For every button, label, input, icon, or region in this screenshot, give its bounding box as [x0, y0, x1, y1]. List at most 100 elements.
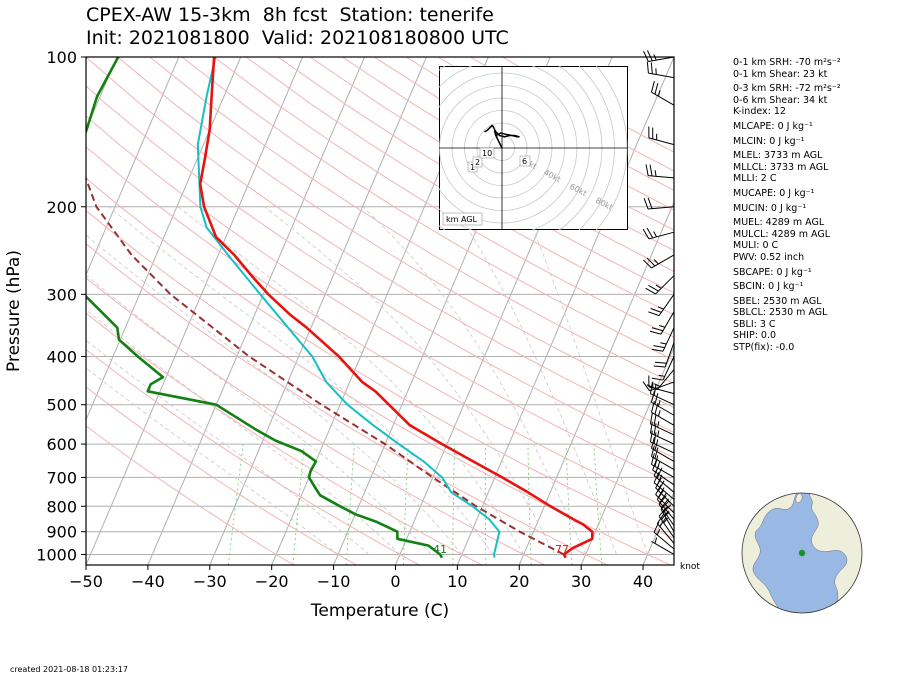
x-tick-label: −50 [69, 572, 103, 591]
wind-barb [642, 227, 675, 240]
hodograph-height-label-10: 10 [479, 147, 495, 159]
moist-adiabat [108, 206, 494, 555]
wind-barb [649, 421, 675, 445]
parcel-profile [86, 175, 565, 556]
isotherm [86, 57, 180, 276]
moist-adiabat [86, 274, 432, 555]
isotherm [456, 57, 674, 565]
isotherm [147, 57, 365, 565]
mixing-ratio-line [527, 444, 532, 565]
dry-adiabat [181, 57, 674, 361]
dry-adiabat [86, 277, 545, 565]
chart-title: CPEX-AW 15-3km 8h fcst Station: tenerife… [86, 4, 509, 50]
isotherm [86, 57, 304, 565]
dewpoint-profile [86, 57, 444, 559]
y-tick-label: 700 [46, 468, 77, 487]
wind-barb [645, 164, 675, 179]
isotherm [580, 346, 674, 565]
globe-land [742, 493, 862, 613]
mixing-ratio-line [452, 444, 456, 565]
title-line-2: Init: 2021081800 Valid: 202108180800 UTC [86, 27, 509, 49]
hodograph-units-label: km AGL [442, 212, 483, 226]
wind-barb [651, 327, 675, 352]
moist-adiabat [86, 367, 339, 555]
wind-barb [650, 453, 675, 478]
mixing-ratio-line [403, 444, 409, 565]
mixing-ratio-line [484, 444, 487, 565]
dry-adiabat [86, 386, 357, 565]
wind-barb [643, 50, 675, 63]
wind-barb [646, 369, 675, 390]
stat-line: MUCAPE: 0 J kg⁻¹ [733, 187, 815, 199]
y-tick-label: 800 [46, 497, 77, 516]
y-tick-label: 100 [46, 48, 77, 67]
x-tick-label: 10 [447, 572, 467, 591]
mixing-ratio-line [345, 444, 355, 565]
x-tick-label: −40 [131, 572, 165, 591]
stat-line: SBLCL: 2530 m AGL [733, 307, 828, 319]
sounding-indices-panel: 0-1 km SRH: -70 m²s⁻² 0-1 km Shear: 23 kt… [733, 57, 841, 354]
dry-adiabat [277, 57, 674, 294]
stat-line: 0-1 km SRH: -70 m²s⁻² [733, 57, 841, 68]
isotherm [209, 57, 427, 565]
dry-adiabat [309, 57, 674, 272]
surface-dewpoint-label: 41 [433, 543, 447, 556]
svg-text:10: 10 [482, 149, 492, 158]
background-lines [86, 57, 674, 565]
stat-line: MUEL: 4289 m AGL [733, 217, 825, 229]
hodograph-height-label-2: 2 [472, 156, 483, 168]
station-locator-globe [741, 492, 863, 614]
y-tick-label: 1000 [36, 545, 77, 564]
stat-line: MUCIN: 0 J kg⁻¹ [733, 202, 807, 214]
dry-adiabat [86, 85, 674, 459]
wetbulb-profile [196, 57, 501, 558]
stat-line: MLEL: 3733 m AGL [733, 150, 823, 162]
moist-adiabat [452, 206, 617, 555]
x-tick-label: 40 [633, 572, 653, 591]
stat-line: 0-1 km Shear: 23 kt [733, 68, 828, 80]
wind-barb [650, 81, 675, 106]
stat-line: SHIP: 0.0 [733, 330, 777, 342]
dry-adiabat [86, 115, 674, 485]
temperature-profile [198, 57, 594, 559]
dry-adiabat [117, 57, 674, 409]
mixing-ratio-line [593, 444, 603, 565]
dry-adiabat [149, 57, 674, 385]
wind-barb [653, 342, 675, 368]
stat-line: K-index: 12 [733, 106, 786, 118]
x-axis-label: Temperature (C) [310, 601, 449, 621]
stat-line: SBLI: 3 C [733, 318, 776, 330]
axis-ticks: −50 −40 −30 −20 −10 0 10 20 30 40 100 200 300 400 500 6… [36, 48, 653, 591]
dry-adiabat [86, 312, 483, 565]
hodograph-height-label-6: 6 [519, 155, 531, 167]
dry-adiabat [86, 243, 608, 565]
stat-line: SBCAPE: 0 J kg⁻¹ [733, 266, 812, 278]
x-tick-label: −30 [193, 572, 227, 591]
y-tick-label: 500 [46, 396, 77, 415]
svg-text:2: 2 [475, 158, 480, 167]
moist-adiabat [86, 234, 463, 555]
wind-barb [642, 381, 675, 392]
wind-barb [649, 430, 675, 454]
stat-line: PWV: 0.52 inch [733, 251, 805, 263]
wind-barb [649, 412, 675, 436]
stat-line: 0-3 km SRH: -72 m²s⁻² [733, 83, 841, 95]
mixing-ratio-line [292, 444, 305, 565]
stat-line: MULI: 0 C [733, 240, 779, 252]
stat-line: STP(fix): -0.0 [733, 342, 795, 354]
dry-adiabat [86, 348, 420, 565]
y-axis-label: Pressure (hPa) [4, 250, 24, 372]
stat-line: MLCIN: 0 J kg⁻¹ [733, 135, 805, 147]
y-tick-label: 900 [46, 523, 77, 542]
surface-temperature-label: 77 [555, 543, 569, 556]
wind-barb [649, 311, 675, 335]
stat-line: MLLI: 2 C [733, 173, 777, 185]
dry-adiabat [86, 209, 671, 565]
x-tick-label: 20 [509, 572, 529, 591]
hodograph-inset: 20kt 40kt 60kt 80kt 1 2 6 10 km AGL [439, 66, 628, 230]
wind-barb [651, 356, 675, 381]
profile-lines [86, 57, 594, 559]
x-tick-label: 30 [571, 572, 591, 591]
wind-barb [650, 445, 675, 470]
